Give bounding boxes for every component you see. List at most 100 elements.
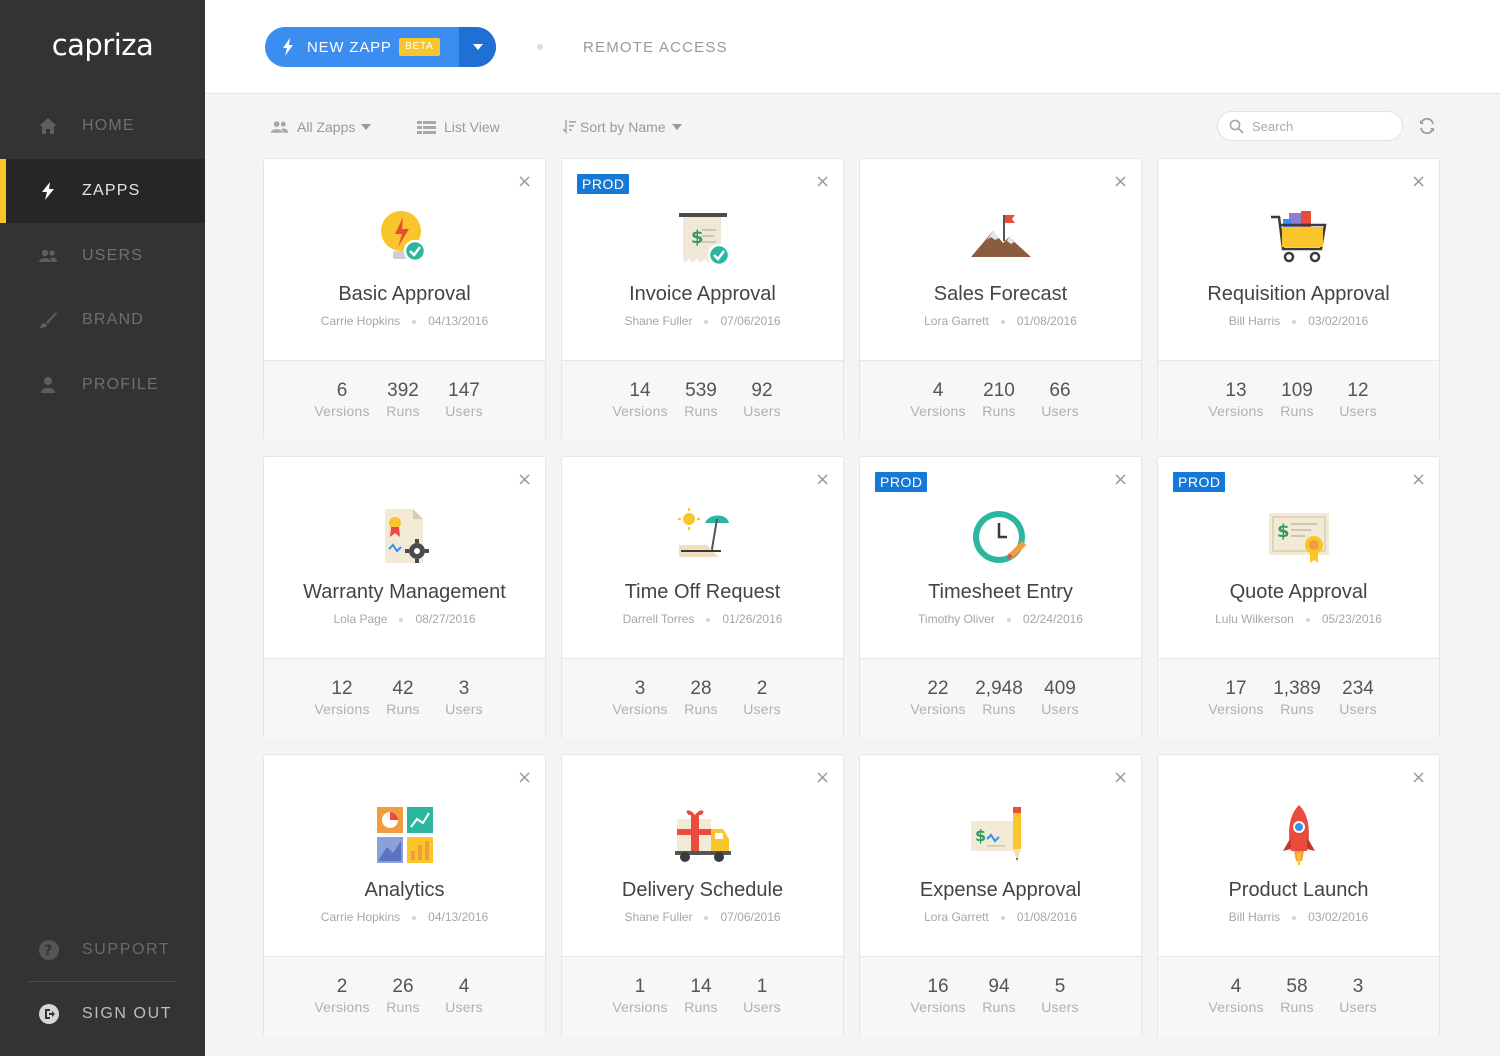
close-icon[interactable]: × <box>815 171 831 192</box>
rocket-icon <box>1267 803 1331 867</box>
meta-separator-dot <box>412 915 417 920</box>
zapp-card[interactable]: × Sales Forecast Lora Garrett 01/08/2016 4 Ve… <box>859 158 1142 441</box>
stat-runs: 42 Runs <box>370 678 436 717</box>
zapp-meta: Lulu Wilkerson 05/23/2016 <box>1158 612 1439 626</box>
zapp-card[interactable]: × Warranty Management Lola Page 08/27/2016 1… <box>263 456 546 739</box>
nav-item-users[interactable]: USERS <box>0 224 205 288</box>
stat-runs-value: 28 <box>690 678 712 699</box>
zapp-date: 07/06/2016 <box>720 910 781 924</box>
stat-runs: 109 Runs <box>1264 380 1330 419</box>
sort-by-name-dropdown[interactable]: Sort by Name <box>563 117 682 137</box>
zapp-title[interactable]: Analytics <box>364 879 445 901</box>
zapp-stats: 12 Versions 42 Runs 3 Users <box>264 658 545 739</box>
nav-item-profile[interactable]: PROFILE <box>0 353 205 417</box>
close-icon[interactable]: × <box>1113 171 1129 192</box>
meta-separator-dot <box>1292 915 1297 920</box>
stat-runs-value: 42 <box>392 678 414 699</box>
stat-runs: 28 Runs <box>668 678 734 717</box>
zapp-card[interactable]: × Requisition Approval Bill Harris 03/02/20… <box>1157 158 1440 441</box>
zapp-card[interactable]: × Analytics Carrie Hopkins 04/13/2016 2 Versi… <box>263 754 546 1037</box>
sign-out-button[interactable]: SIGN OUT <box>0 994 205 1034</box>
stat-runs-label: Runs <box>982 999 1016 1015</box>
zapp-title[interactable]: Expense Approval <box>919 879 1082 901</box>
close-icon[interactable]: × <box>1113 469 1129 490</box>
close-icon[interactable]: × <box>815 469 831 490</box>
zapp-card[interactable]: × Product Launch Bill Harris 03/02/2016 4 Ver… <box>1157 754 1440 1037</box>
close-icon[interactable]: × <box>815 767 831 788</box>
zapp-date: 02/24/2016 <box>1022 612 1083 626</box>
refresh-icon[interactable] <box>1418 117 1436 135</box>
zapp-title[interactable]: Quote Approval <box>1229 581 1368 603</box>
nav-item-brand[interactable]: BRAND <box>0 288 205 352</box>
zapp-card[interactable]: × $ Expense Approval Lora Garrett 01/08/2016… <box>859 754 1142 1037</box>
delivery-truck-icon <box>671 803 735 867</box>
stat-versions-label: Versions <box>612 999 668 1015</box>
invoice-icon-graphic: $ <box>679 213 731 267</box>
quote-badge-icon: $ <box>1267 505 1331 569</box>
zapp-title[interactable]: Sales Forecast <box>933 283 1068 305</box>
zapp-title[interactable]: Timesheet Entry <box>928 581 1073 603</box>
stat-users-value: 3 <box>1352 976 1364 997</box>
stat-runs: 2,948 Runs <box>966 678 1032 717</box>
nav-item-zapps[interactable]: ZAPPS <box>0 159 205 223</box>
prod-badge: PROD <box>875 472 928 492</box>
stat-versions-label: Versions <box>314 701 370 717</box>
close-icon[interactable]: × <box>1411 171 1427 192</box>
support-link[interactable]: ? SUPPORT <box>0 930 205 970</box>
zapp-card[interactable]: × PROD $ Quote Approval Lulu Wilkerson 05/23/… <box>1157 456 1440 739</box>
stat-runs: 14 Runs <box>668 976 734 1015</box>
zapp-author: Bill Harris <box>1228 314 1281 328</box>
nav-label-zapps: ZAPPS <box>82 182 141 199</box>
zapp-card[interactable]: × Delivery Schedule Shane Fuller 07/06/2016… <box>561 754 844 1037</box>
stat-users: 1 Users <box>729 976 795 1015</box>
zapp-stats: 4 Versions 58 Runs 3 Users <box>1158 956 1439 1037</box>
zapp-date: 05/23/2016 <box>1321 612 1382 626</box>
nav-label-profile: PROFILE <box>82 376 159 393</box>
search-input[interactable] <box>1252 117 1392 135</box>
new-zapp-dropdown-button[interactable] <box>459 27 496 67</box>
close-icon[interactable]: × <box>1411 767 1427 788</box>
zapp-author: Lora Garrett <box>924 910 989 924</box>
stat-runs-value: 539 <box>685 380 717 401</box>
nav-label-brand: BRAND <box>82 311 145 328</box>
zapp-card[interactable]: × PROD Timesheet Entry Timothy Oliver 02/24/… <box>859 456 1142 739</box>
zapp-date: 01/08/2016 <box>1016 314 1077 328</box>
close-icon[interactable]: × <box>517 171 533 192</box>
zapp-meta: Lora Garrett 01/08/2016 <box>860 314 1141 328</box>
zapp-title[interactable]: Warranty Management <box>303 581 506 603</box>
stat-users-label: Users <box>743 403 781 419</box>
stat-versions: 13 Versions <box>1203 380 1269 419</box>
all-zapps-filter[interactable]: All Zapps <box>270 117 372 137</box>
zapp-card[interactable]: × Basic Approval Carrie Hopkins 04/13/2016 6… <box>263 158 546 441</box>
zapp-title[interactable]: Invoice Approval <box>629 283 776 305</box>
clock-icon <box>969 505 1033 569</box>
close-icon[interactable]: × <box>517 767 533 788</box>
close-icon[interactable]: × <box>1411 469 1427 490</box>
zapp-card[interactable]: × Time Off Request Darrell Torres 01/26/201… <box>561 456 844 739</box>
stat-versions-value: 2 <box>336 976 348 997</box>
stat-runs-value: 2,948 <box>975 678 1023 699</box>
zapp-title[interactable]: Requisition Approval <box>1207 283 1390 305</box>
list-view-toggle[interactable]: List View <box>417 117 500 137</box>
zapp-stats: 6 Versions 392 Runs 147 Users <box>264 360 545 441</box>
zapp-meta: Darrell Torres 01/26/2016 <box>562 612 843 626</box>
capriza-logo[interactable]: capriza <box>51 28 154 62</box>
zapp-title[interactable]: Product Launch <box>1228 879 1369 901</box>
stat-users: 5 Users <box>1027 976 1093 1015</box>
zapp-meta: Carrie Hopkins 04/13/2016 <box>264 314 545 328</box>
close-icon[interactable]: × <box>1113 767 1129 788</box>
stat-users: 3 Users <box>431 678 497 717</box>
stat-runs-value: 26 <box>392 976 414 997</box>
zapp-title[interactable]: Basic Approval <box>338 283 471 305</box>
zapp-title[interactable]: Time Off Request <box>624 581 781 603</box>
stat-runs: 26 Runs <box>370 976 436 1015</box>
zapp-card[interactable]: × PROD $ Invoice Approval Shane Fuller 07/06/… <box>561 158 844 441</box>
mountain-flag-icon <box>969 207 1033 271</box>
zapp-title[interactable]: Delivery Schedule <box>621 879 784 901</box>
nav-item-home[interactable]: HOME <box>0 94 205 158</box>
remote-access-link[interactable]: REMOTE ACCESS <box>583 39 728 56</box>
close-icon[interactable]: × <box>517 469 533 490</box>
new-zapp-button[interactable]: NEW ZAPP BETA <box>265 27 459 67</box>
zapp-date: 01/08/2016 <box>1016 910 1077 924</box>
nav-label-home: HOME <box>82 117 135 134</box>
